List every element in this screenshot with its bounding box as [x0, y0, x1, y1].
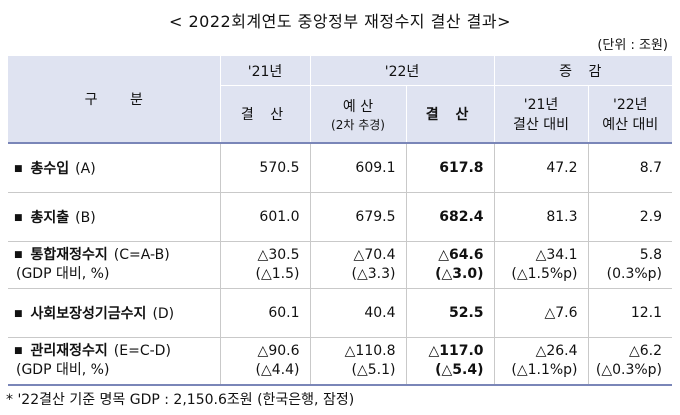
unit-label: (단위 : 조원)	[597, 38, 668, 53]
cell-value: △70.4	[353, 247, 396, 263]
header-gubun: 구 분	[8, 56, 220, 143]
cell-value: 5.8	[639, 247, 663, 263]
cell-budget-22: △110.8 (△5.1)	[309, 337, 406, 386]
bullet-icon: ■	[14, 164, 23, 174]
cell-value: △90.6	[257, 343, 300, 359]
cell-settle-21: 60.1	[219, 288, 310, 338]
cell-vs-21: 81.3	[493, 192, 589, 242]
cell-settle-21: 601.0	[219, 192, 310, 242]
cell-vs-21: △26.4 (△1.1%p)	[493, 337, 589, 386]
header-settle-21: 결 산	[219, 85, 310, 143]
header-vs-22-line1: '22년	[612, 97, 648, 113]
cell-ratio: (△1.5%p)	[511, 266, 578, 282]
cell-settle-22: △117.0 (△5.4)	[405, 337, 495, 386]
row-label: ■ 총수입 (A)	[8, 142, 220, 193]
cell-value: △34.1	[535, 247, 578, 263]
bullet-icon: ■	[14, 309, 23, 319]
row-note: (GDP 대비, %)	[16, 266, 110, 282]
cell-ratio: (△3.3)	[351, 266, 396, 282]
cell-vs-21: △34.1 (△1.5%p)	[493, 241, 589, 289]
table-row: ■ 관리재정수지 (E=C-D) (GDP 대비, %) △90.6 (△4.4) △1…	[8, 337, 673, 386]
cell-settle-21: 570.5	[219, 142, 310, 193]
header-change: 증 감	[493, 56, 673, 86]
fiscal-balance-table: 구 분 '21년 '22년 증 감 결 산 예 산 (2차 추경) 결 산 '2…	[8, 56, 673, 386]
table-row: ■ 사회보장성기금수지 (D) 60.1 40.4 52.5 △7.6 12.1	[8, 288, 673, 338]
cell-value: △26.4	[535, 343, 578, 359]
row-suffix: (D)	[152, 306, 175, 322]
cell-vs-22: 5.8 (0.3%p)	[587, 241, 673, 289]
row-label: ■ 총지출 (B)	[8, 192, 220, 242]
row-name: 관리재정수지	[30, 343, 108, 359]
cell-settle-22: 617.8	[405, 142, 495, 193]
bullet-icon: ■	[14, 250, 23, 260]
cell-settle-22: △64.6 (△3.0)	[405, 241, 495, 289]
table-row: ■ 총지출 (B) 601.0 679.5 682.4 81.3 2.9	[8, 192, 673, 242]
cell-value: △30.5	[257, 247, 300, 263]
row-name: 총지출	[30, 210, 70, 226]
cell-budget-22: 679.5	[309, 192, 406, 242]
cell-value: △117.0	[428, 343, 484, 359]
cell-ratio: (△5.1)	[351, 362, 396, 378]
cell-value: △110.8	[344, 343, 396, 359]
cell-ratio: (△1.5)	[255, 266, 300, 282]
cell-budget-22: △70.4 (△3.3)	[309, 241, 406, 289]
cell-ratio: (△4.4)	[255, 362, 300, 378]
table-row: ■ 통합재정수지 (C=A-B) (GDP 대비, %) △30.5 (△1.5) △7…	[8, 241, 673, 289]
cell-vs-22: △6.2 (△0.3%p)	[587, 337, 673, 386]
row-name: 통합재정수지	[30, 247, 108, 263]
cell-ratio: (△5.4)	[435, 362, 484, 378]
cell-ratio: (△1.1%p)	[511, 362, 578, 378]
row-suffix: (E=C-D)	[113, 343, 171, 359]
cell-value: △6.2	[628, 343, 663, 359]
header-year-21: '21년	[219, 56, 310, 86]
cell-settle-22: 52.5	[405, 288, 495, 338]
cell-settle-21: △30.5 (△1.5)	[219, 241, 310, 289]
header-budget-22-sub: (2차 추경)	[331, 117, 385, 132]
cell-ratio: (△0.3%p)	[595, 362, 663, 378]
cell-settle-22: 682.4	[405, 192, 495, 242]
cell-vs-22: 8.7	[587, 142, 673, 193]
header-budget-22-label: 예 산	[342, 98, 374, 115]
header-vs-22: '22년 예산 대비	[587, 85, 673, 143]
cell-ratio: (0.3%p)	[606, 266, 663, 282]
header-vs-21: '21년 결산 대비	[493, 85, 589, 143]
row-label: ■ 관리재정수지 (E=C-D) (GDP 대비, %)	[8, 337, 220, 386]
cell-settle-21: △90.6 (△4.4)	[219, 337, 310, 386]
cell-budget-22: 40.4	[309, 288, 406, 338]
header-vs-21-line1: '21년	[523, 97, 559, 113]
row-suffix: (C=A-B)	[113, 247, 170, 263]
cell-value: △64.6	[438, 247, 484, 263]
bullet-icon: ■	[14, 346, 23, 356]
header-vs-22-line2: 예산 대비	[602, 117, 659, 133]
header-vs-21-line2: 결산 대비	[513, 117, 569, 133]
footnote: * '22결산 기준 명목 GDP : 2,150.6조원 (한국은행, 잠정)	[6, 392, 355, 408]
row-label: ■ 사회보장성기금수지 (D)	[8, 288, 220, 338]
row-name: 총수입	[30, 161, 70, 177]
table-row: ■ 총수입 (A) 570.5 609.1 617.8 47.2 8.7	[8, 142, 673, 193]
cell-vs-22: 2.9	[587, 192, 673, 242]
row-suffix: (A)	[75, 161, 96, 177]
header-settle-22: 결 산	[405, 85, 495, 143]
table-title: < 2022회계연도 중앙정부 재정수지 결산 결과>	[169, 12, 511, 31]
cell-vs-22: 12.1	[587, 288, 673, 338]
row-suffix: (B)	[75, 210, 96, 226]
header-year-22: '22년	[309, 56, 495, 86]
cell-vs-21: 47.2	[493, 142, 589, 193]
bullet-icon: ■	[14, 213, 23, 223]
row-name: 사회보장성기금수지	[30, 306, 147, 322]
row-note: (GDP 대비, %)	[16, 362, 110, 378]
header-budget-22: 예 산 (2차 추경)	[309, 85, 406, 143]
cell-vs-21: △7.6	[493, 288, 589, 338]
row-label: ■ 통합재정수지 (C=A-B) (GDP 대비, %)	[8, 241, 220, 289]
cell-ratio: (△3.0)	[435, 266, 484, 282]
cell-budget-22: 609.1	[309, 142, 406, 193]
